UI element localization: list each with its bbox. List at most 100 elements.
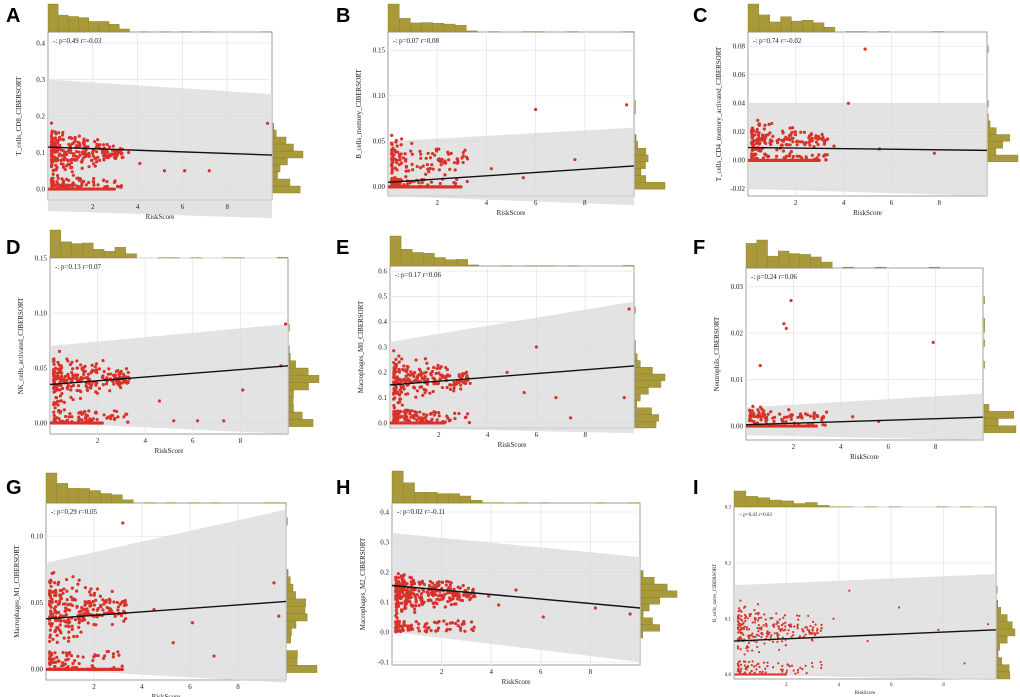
point-e-89	[408, 412, 412, 416]
y-tick-c-5: 0.08	[733, 43, 746, 51]
point-g-107	[48, 599, 52, 603]
point-d-313	[79, 378, 83, 382]
point-b-49	[439, 163, 443, 167]
point-a-302	[92, 162, 96, 166]
y-hist-bar-b-4	[634, 161, 646, 169]
x-tick-h-1: 4	[489, 668, 493, 676]
y-hist-bar-g-14	[286, 569, 289, 577]
y-hist-bar-i-8	[996, 614, 1008, 622]
point-i-60	[806, 628, 809, 631]
point-h-373	[402, 622, 406, 626]
point-h-346	[402, 594, 406, 598]
point-g-314	[55, 625, 60, 630]
x-tick-i-1: 4	[838, 683, 841, 688]
point-i-51	[790, 635, 793, 638]
x-hist-bar-b-4	[432, 23, 445, 33]
point-d-159	[56, 360, 60, 364]
point-d-266	[119, 381, 123, 385]
point-d-272	[52, 385, 56, 390]
point-b-32	[448, 167, 452, 172]
stat-annotation-f: -: p=0.24 r=0.06	[751, 273, 798, 281]
y-hist-bar-a-2	[272, 178, 291, 187]
point-f-7	[756, 408, 760, 412]
point-g-383	[212, 654, 216, 658]
point-h-156	[426, 590, 430, 595]
y-tick-a-4: 0.4	[36, 39, 45, 47]
point-g-285	[95, 615, 99, 619]
point-h-330	[429, 628, 433, 633]
point-a-196	[57, 153, 61, 157]
point-c-187	[763, 152, 767, 156]
y-hist-bar-i-7	[996, 621, 1013, 630]
point-g-192	[52, 570, 56, 575]
y-hist-bar-i-6	[996, 628, 1016, 637]
point-h-312	[437, 594, 441, 598]
point-g-281	[69, 595, 73, 599]
y-hist-bar-e-8	[634, 367, 653, 375]
point-i-148	[755, 668, 758, 671]
point-h-278	[396, 602, 400, 606]
point-g-296	[124, 603, 128, 607]
point-b-146	[390, 133, 394, 137]
point-i-58	[737, 610, 740, 613]
point-i-255	[777, 625, 781, 628]
x-hist-bar-f-4	[788, 253, 801, 269]
x-hist-bar-b-1	[398, 18, 411, 33]
point-g-102	[88, 604, 92, 608]
point-i-276	[801, 667, 804, 671]
point-g-382	[190, 621, 194, 625]
point-a-255	[75, 143, 79, 148]
point-h-153	[456, 585, 460, 589]
point-h-367	[417, 595, 422, 599]
point-f-82	[748, 415, 753, 419]
x-tick-a-2: 6	[181, 203, 185, 211]
point-d-5	[76, 384, 81, 388]
point-c-82	[810, 153, 814, 157]
y-hist-bar-h-9	[640, 597, 660, 605]
point-g-234	[65, 654, 69, 658]
y-tick-c-1: 0.00	[733, 157, 746, 165]
point-a-13	[69, 161, 74, 165]
point-i-342	[963, 662, 966, 665]
point-e-159	[438, 366, 442, 370]
point-i-2	[739, 648, 742, 651]
point-a-229	[55, 149, 60, 154]
x-tick-h-0: 2	[440, 668, 444, 676]
point-a-128	[92, 183, 96, 187]
point-d-112	[100, 375, 105, 380]
point-g-289	[50, 653, 54, 657]
point-d-245	[63, 374, 67, 379]
point-e-318	[436, 363, 440, 368]
point-g-179	[83, 585, 88, 590]
x-hist-bar-f-2	[767, 255, 779, 269]
point-i-128	[737, 628, 740, 631]
x-hist-bar-c-6	[812, 22, 825, 33]
point-g-159	[49, 584, 53, 589]
point-c-21	[818, 137, 823, 141]
x-tick-f-2: 6	[886, 443, 890, 451]
x-hist-bar-b-0	[387, 3, 400, 33]
point-g-128	[48, 628, 52, 632]
point-d-205	[75, 359, 79, 363]
point-h-42	[437, 598, 442, 602]
x-hist-bar-i-4	[781, 500, 794, 508]
point-g-1	[87, 590, 92, 594]
point-c-172	[771, 134, 775, 138]
point-h-269	[429, 591, 433, 595]
point-g-244	[62, 619, 66, 623]
point-f-145	[782, 322, 786, 326]
point-i-18	[802, 635, 805, 638]
y-hist-bar-g-3	[286, 650, 298, 659]
point-c-58	[767, 122, 771, 126]
point-d-274	[75, 375, 79, 379]
x-hist-bar-c-2	[769, 21, 781, 33]
point-b-86	[447, 152, 451, 156]
point-b-122	[394, 138, 398, 143]
point-h-221	[394, 627, 398, 631]
point-h-360	[440, 595, 444, 599]
point-h-334	[426, 626, 430, 630]
point-i-118	[747, 641, 750, 644]
x-tick-e-2: 6	[535, 431, 539, 439]
point-a-323	[68, 135, 72, 140]
point-i-213	[739, 663, 743, 666]
